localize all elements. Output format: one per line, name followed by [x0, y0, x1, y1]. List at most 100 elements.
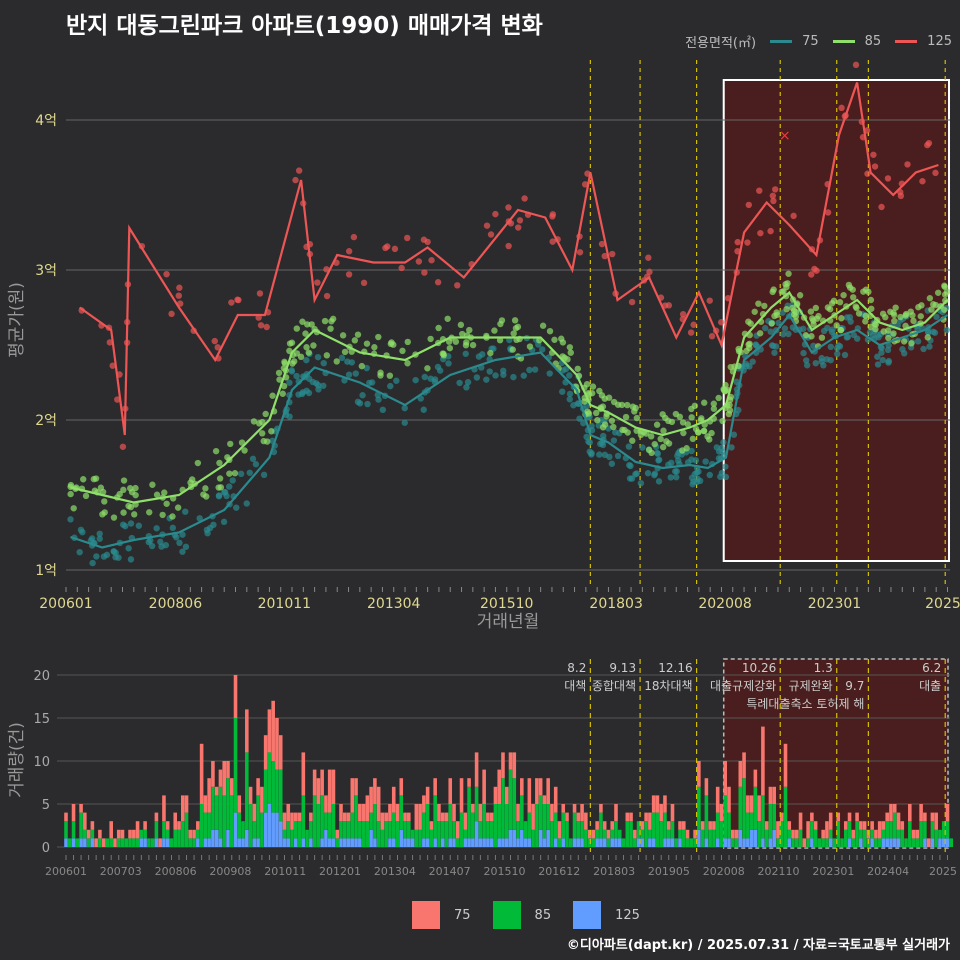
- bar-125: [452, 838, 456, 847]
- bar-75: [290, 812, 294, 830]
- policy-name-label: 대책: [564, 678, 586, 693]
- scatter-point: [843, 314, 851, 321]
- scatter-point: [226, 483, 233, 490]
- x-tick-label-bottom: 200703: [100, 865, 142, 878]
- scatter-point: [845, 281, 853, 289]
- scatter-point: [771, 312, 778, 320]
- bar-85: [862, 829, 867, 847]
- scatter-point: [196, 515, 203, 522]
- bar-75: [444, 812, 449, 822]
- bar-85: [384, 821, 388, 847]
- scatter-point: [926, 295, 934, 302]
- bar-85: [90, 829, 95, 839]
- bar-85: [859, 829, 863, 839]
- series-line-125: [78, 82, 939, 436]
- bar-75: [361, 804, 366, 822]
- bar-125: [403, 838, 407, 847]
- bar-125: [342, 838, 347, 847]
- scatter-point: [96, 535, 103, 542]
- scatter-point: [96, 530, 103, 537]
- bar-125: [331, 838, 336, 847]
- bar-125: [636, 838, 641, 847]
- scatter-point: [692, 425, 700, 433]
- scatter-point: [768, 320, 775, 327]
- bar-85: [949, 838, 954, 847]
- scatter-point: [276, 376, 283, 383]
- bar-125: [256, 838, 260, 847]
- scatter-point: [293, 325, 300, 332]
- bar-75: [135, 821, 140, 839]
- scatter-point: [505, 204, 512, 211]
- bar-85: [738, 786, 743, 830]
- bar-85: [938, 829, 942, 839]
- scatter-point: [286, 379, 293, 386]
- scatter-point: [510, 330, 517, 337]
- bar-125: [648, 838, 652, 847]
- bar-75: [256, 778, 260, 796]
- scatter-point: [93, 553, 100, 560]
- bar-75: [493, 786, 498, 804]
- bar-75: [520, 778, 524, 796]
- scatter-point: [260, 471, 268, 479]
- bar-75: [214, 786, 219, 796]
- legend-box-75: [412, 901, 440, 929]
- bar-75: [433, 778, 437, 796]
- scatter-point: [576, 249, 584, 256]
- bar-85: [196, 829, 200, 839]
- bar-85: [437, 821, 441, 847]
- scatter-point: [633, 470, 640, 477]
- bar-85: [655, 812, 660, 847]
- scatter-point: [818, 334, 826, 341]
- bar-75: [542, 795, 547, 804]
- bar-125: [938, 838, 942, 847]
- bar-125: [467, 838, 471, 847]
- scatter-point: [872, 326, 879, 333]
- x-tick-label: 202008: [698, 596, 751, 612]
- scatter-point: [885, 342, 892, 349]
- scatter-point: [153, 491, 161, 498]
- bar-85: [795, 838, 799, 847]
- scatter-point: [914, 325, 921, 333]
- bar-125: [761, 838, 765, 847]
- scatter-point: [539, 346, 546, 353]
- scatter-point: [928, 306, 935, 313]
- bar-75: [930, 812, 935, 822]
- bar-85: [222, 795, 227, 847]
- scatter-point: [653, 421, 661, 428]
- bar-85: [644, 821, 648, 847]
- scatter-point: [576, 415, 583, 422]
- bar-85: [173, 829, 178, 847]
- scatter-point: [305, 389, 313, 397]
- bar-75: [572, 804, 577, 813]
- scatter-point: [67, 490, 74, 498]
- bar-75: [746, 795, 750, 813]
- bar-125: [83, 838, 87, 847]
- bar-75: [192, 829, 196, 839]
- bar-75: [625, 812, 630, 822]
- bar-75: [158, 838, 162, 847]
- scatter-point: [566, 344, 574, 351]
- bar-75: [926, 838, 931, 847]
- bar-75: [565, 812, 569, 822]
- scatter-point: [762, 324, 769, 332]
- bar-125: [275, 812, 279, 847]
- scatter-point: [789, 324, 797, 331]
- scatter-point: [919, 178, 926, 185]
- bar-125: [422, 838, 426, 847]
- bar-75: [316, 778, 321, 804]
- bar-85: [139, 829, 144, 839]
- scatter-point: [510, 373, 517, 381]
- scatter-point: [371, 344, 378, 351]
- bar-75: [116, 829, 121, 839]
- bar-75: [516, 804, 520, 822]
- legend-label-75: 75: [802, 34, 819, 49]
- scatter-point: [127, 556, 135, 563]
- bar-75: [629, 812, 633, 822]
- bar-85: [640, 829, 645, 839]
- bar-85: [207, 812, 211, 839]
- scatter-point: [701, 399, 708, 406]
- scatter-point: [689, 435, 697, 443]
- bar-75: [71, 804, 76, 822]
- bar-75: [870, 821, 874, 830]
- bar-75: [911, 829, 916, 839]
